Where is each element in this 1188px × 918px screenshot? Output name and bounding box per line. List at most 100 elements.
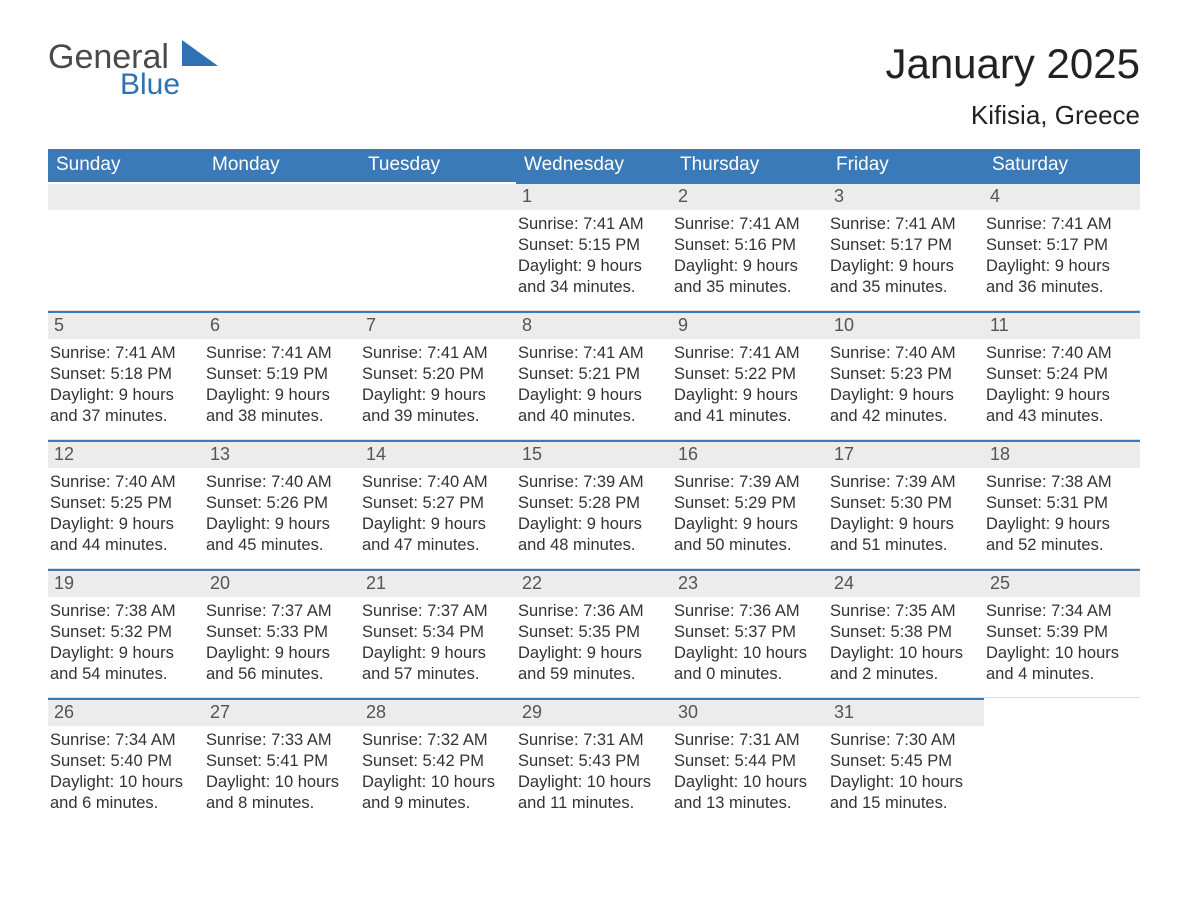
daylight-line: and 39 minutes. xyxy=(362,406,510,427)
weekday-header: Saturday xyxy=(984,149,1140,182)
day-number: 11 xyxy=(984,313,1140,339)
sunset-line: Sunset: 5:23 PM xyxy=(830,364,978,385)
day-number: 18 xyxy=(984,442,1140,468)
daylight-line: and 47 minutes. xyxy=(362,535,510,556)
sunrise-line: Sunrise: 7:36 AM xyxy=(674,601,822,622)
daylight-line: and 59 minutes. xyxy=(518,664,666,685)
sunrise-line: Sunrise: 7:41 AM xyxy=(830,214,978,235)
sunset-line: Sunset: 5:26 PM xyxy=(206,493,354,514)
daylight-line: Daylight: 9 hours xyxy=(830,514,978,535)
sunset-line: Sunset: 5:16 PM xyxy=(674,235,822,256)
daylight-line: and 4 minutes. xyxy=(986,664,1134,685)
sunrise-line: Sunrise: 7:40 AM xyxy=(986,343,1134,364)
sunrise-line: Sunrise: 7:39 AM xyxy=(518,472,666,493)
day-number: 24 xyxy=(828,571,984,597)
sunset-line: Sunset: 5:19 PM xyxy=(206,364,354,385)
day-number: 5 xyxy=(48,313,204,339)
day-cell: 19Sunrise: 7:38 AMSunset: 5:32 PMDayligh… xyxy=(48,569,204,697)
daylight-line: Daylight: 10 hours xyxy=(674,643,822,664)
daylight-line: Daylight: 9 hours xyxy=(362,643,510,664)
day-cell: 23Sunrise: 7:36 AMSunset: 5:37 PMDayligh… xyxy=(672,569,828,697)
day-number: 30 xyxy=(672,700,828,726)
day-cell: 1Sunrise: 7:41 AMSunset: 5:15 PMDaylight… xyxy=(516,182,672,310)
sunrise-line: Sunrise: 7:38 AM xyxy=(986,472,1134,493)
day-content: Sunrise: 7:39 AMSunset: 5:30 PMDaylight:… xyxy=(828,468,984,566)
sunset-line: Sunset: 5:20 PM xyxy=(362,364,510,385)
day-content: Sunrise: 7:33 AMSunset: 5:41 PMDaylight:… xyxy=(204,726,360,824)
daylight-line: and 11 minutes. xyxy=(518,793,666,814)
sunrise-line: Sunrise: 7:30 AM xyxy=(830,730,978,751)
daylight-line: Daylight: 9 hours xyxy=(50,514,198,535)
day-number: 6 xyxy=(204,313,360,339)
day-cell: 17Sunrise: 7:39 AMSunset: 5:30 PMDayligh… xyxy=(828,440,984,568)
sunset-line: Sunset: 5:34 PM xyxy=(362,622,510,643)
sunset-line: Sunset: 5:40 PM xyxy=(50,751,198,772)
day-number: 9 xyxy=(672,313,828,339)
day-number-empty xyxy=(204,184,360,210)
daylight-line: Daylight: 9 hours xyxy=(518,514,666,535)
daylight-line: and 6 minutes. xyxy=(50,793,198,814)
daylight-line: and 56 minutes. xyxy=(206,664,354,685)
daylight-line: Daylight: 10 hours xyxy=(986,643,1134,664)
day-cell: 30Sunrise: 7:31 AMSunset: 5:44 PMDayligh… xyxy=(672,698,828,826)
day-cell xyxy=(204,182,360,310)
sunset-line: Sunset: 5:41 PM xyxy=(206,751,354,772)
sunrise-line: Sunrise: 7:41 AM xyxy=(986,214,1134,235)
sunset-line: Sunset: 5:44 PM xyxy=(674,751,822,772)
day-cell: 7Sunrise: 7:41 AMSunset: 5:20 PMDaylight… xyxy=(360,311,516,439)
daylight-line: and 57 minutes. xyxy=(362,664,510,685)
day-number: 22 xyxy=(516,571,672,597)
day-content: Sunrise: 7:31 AMSunset: 5:44 PMDaylight:… xyxy=(672,726,828,824)
day-content: Sunrise: 7:40 AMSunset: 5:24 PMDaylight:… xyxy=(984,339,1140,437)
day-cell xyxy=(360,182,516,310)
sunrise-line: Sunrise: 7:41 AM xyxy=(362,343,510,364)
day-cell: 27Sunrise: 7:33 AMSunset: 5:41 PMDayligh… xyxy=(204,698,360,826)
week-row: 5Sunrise: 7:41 AMSunset: 5:18 PMDaylight… xyxy=(48,310,1140,439)
daylight-line: and 52 minutes. xyxy=(986,535,1134,556)
sunrise-line: Sunrise: 7:37 AM xyxy=(362,601,510,622)
sunset-line: Sunset: 5:37 PM xyxy=(674,622,822,643)
day-content: Sunrise: 7:32 AMSunset: 5:42 PMDaylight:… xyxy=(360,726,516,824)
day-cell: 10Sunrise: 7:40 AMSunset: 5:23 PMDayligh… xyxy=(828,311,984,439)
sunrise-line: Sunrise: 7:34 AM xyxy=(50,730,198,751)
weekday-header: Tuesday xyxy=(360,149,516,182)
day-cell: 22Sunrise: 7:36 AMSunset: 5:35 PMDayligh… xyxy=(516,569,672,697)
day-content: Sunrise: 7:41 AMSunset: 5:17 PMDaylight:… xyxy=(984,210,1140,308)
sunrise-line: Sunrise: 7:38 AM xyxy=(50,601,198,622)
daylight-line: and 34 minutes. xyxy=(518,277,666,298)
sunrise-line: Sunrise: 7:41 AM xyxy=(518,343,666,364)
daylight-line: Daylight: 9 hours xyxy=(206,514,354,535)
day-content: Sunrise: 7:41 AMSunset: 5:16 PMDaylight:… xyxy=(672,210,828,308)
daylight-line: and 35 minutes. xyxy=(830,277,978,298)
sunset-line: Sunset: 5:29 PM xyxy=(674,493,822,514)
location: Kifisia, Greece xyxy=(885,100,1140,131)
sunrise-line: Sunrise: 7:39 AM xyxy=(674,472,822,493)
daylight-line: Daylight: 9 hours xyxy=(986,256,1134,277)
day-cell: 18Sunrise: 7:38 AMSunset: 5:31 PMDayligh… xyxy=(984,440,1140,568)
sunset-line: Sunset: 5:24 PM xyxy=(986,364,1134,385)
day-cell xyxy=(48,182,204,310)
sunrise-line: Sunrise: 7:31 AM xyxy=(518,730,666,751)
day-number: 2 xyxy=(672,184,828,210)
day-content: Sunrise: 7:37 AMSunset: 5:34 PMDaylight:… xyxy=(360,597,516,695)
sunset-line: Sunset: 5:25 PM xyxy=(50,493,198,514)
day-number: 28 xyxy=(360,700,516,726)
day-cell: 25Sunrise: 7:34 AMSunset: 5:39 PMDayligh… xyxy=(984,569,1140,697)
daylight-line: and 45 minutes. xyxy=(206,535,354,556)
day-number: 25 xyxy=(984,571,1140,597)
weekday-header: Friday xyxy=(828,149,984,182)
daylight-line: Daylight: 9 hours xyxy=(50,643,198,664)
day-number: 13 xyxy=(204,442,360,468)
sunset-line: Sunset: 5:35 PM xyxy=(518,622,666,643)
sunset-line: Sunset: 5:28 PM xyxy=(518,493,666,514)
sunrise-line: Sunrise: 7:41 AM xyxy=(518,214,666,235)
weekday-header: Thursday xyxy=(672,149,828,182)
sunset-line: Sunset: 5:17 PM xyxy=(986,235,1134,256)
day-content: Sunrise: 7:30 AMSunset: 5:45 PMDaylight:… xyxy=(828,726,984,824)
daylight-line: Daylight: 9 hours xyxy=(206,643,354,664)
day-content: Sunrise: 7:41 AMSunset: 5:17 PMDaylight:… xyxy=(828,210,984,308)
weekday-header: Sunday xyxy=(48,149,204,182)
sunset-line: Sunset: 5:45 PM xyxy=(830,751,978,772)
daylight-line: and 35 minutes. xyxy=(674,277,822,298)
daylight-line: Daylight: 9 hours xyxy=(206,385,354,406)
